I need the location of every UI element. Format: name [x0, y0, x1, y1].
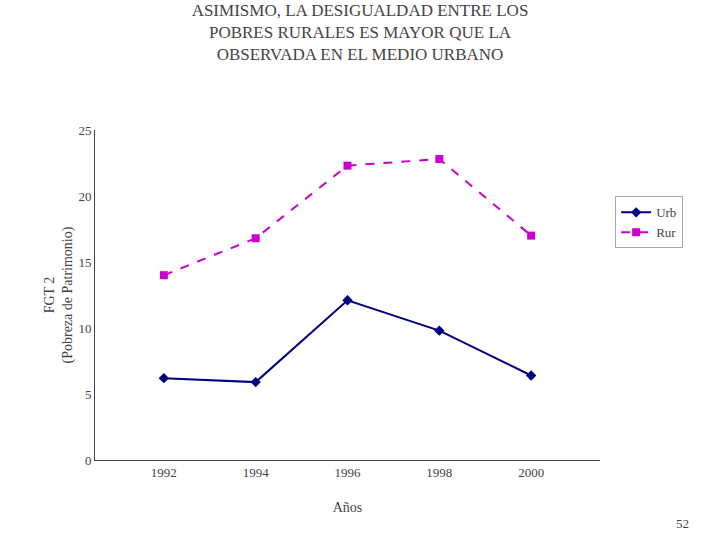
svg-text:Urb: Urb — [656, 205, 676, 220]
svg-text:1992: 1992 — [151, 465, 177, 480]
svg-text:15: 15 — [78, 255, 91, 270]
svg-text:1994: 1994 — [243, 465, 270, 480]
svg-text:20: 20 — [78, 189, 91, 204]
svg-text:5: 5 — [85, 387, 92, 402]
svg-text:FGT 2(Pobreza de Patrimonio): FGT 2(Pobreza de Patrimonio) — [42, 226, 76, 363]
svg-text:52: 52 — [676, 516, 689, 531]
svg-text:10: 10 — [78, 321, 91, 336]
svg-text:0: 0 — [85, 453, 92, 468]
svg-text:2000: 2000 — [518, 465, 544, 480]
svg-text:Años: Años — [333, 500, 363, 515]
svg-text:1998: 1998 — [426, 465, 452, 480]
svg-text:25: 25 — [78, 123, 91, 138]
svg-text:ASIMISMO, LA DESIGUALDAD ENTRE: ASIMISMO, LA DESIGUALDAD ENTRE LOSPOBRES… — [192, 1, 529, 64]
svg-text:Rur: Rur — [656, 225, 676, 240]
svg-text:1996: 1996 — [335, 465, 362, 480]
